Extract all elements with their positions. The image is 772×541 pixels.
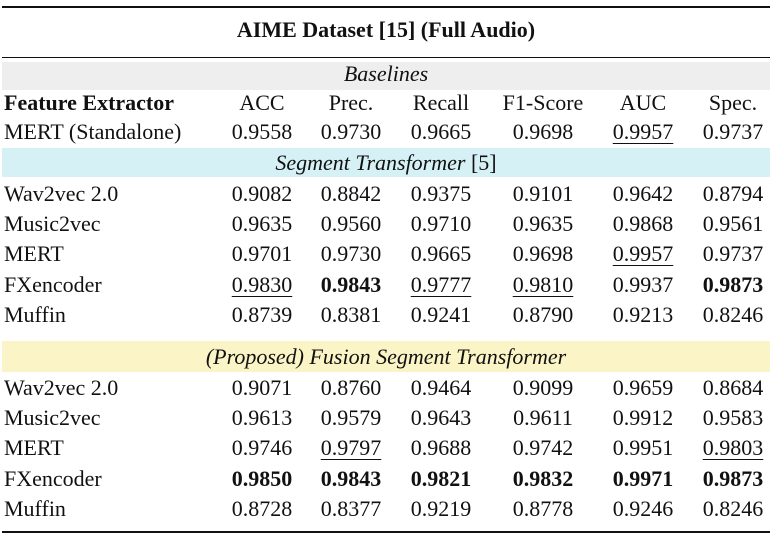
header-auc: AUC [619, 90, 667, 115]
baseline-row-0-cell-prec: 0.9730 [320, 119, 382, 144]
proposed-row-2-cell-prec: 0.9797 [320, 435, 382, 460]
segment-row-0-cell-f1-score: 0.9101 [512, 181, 574, 206]
proposed-row-3-cell-acc: 0.9850 [231, 466, 293, 491]
header-precision: Prec. [328, 90, 374, 115]
proposed-row-1-cell-acc: 0.9613 [231, 405, 293, 430]
proposed-row-1-cell-spec: 0.9583 [702, 405, 764, 430]
header-feature-extractor: Feature Extractor [4, 90, 175, 115]
proposed-row-4-cell-recall: 0.9219 [410, 496, 472, 521]
proposed-row-0-cell-spec: 0.8684 [702, 375, 764, 400]
segment-row-1-cell-recall: 0.9710 [410, 211, 472, 236]
proposed-row-2-cell-auc: 0.9951 [612, 435, 674, 460]
header-specificity: Spec. [708, 90, 758, 115]
proposed-row-4-cell-acc: 0.8728 [231, 496, 293, 521]
baseline-row-0-cell-f1-score: 0.9698 [512, 119, 574, 144]
proposed-row-2-name: MERT [4, 435, 64, 460]
segment-row-2-cell-f1-score: 0.9698 [512, 241, 574, 266]
baseline-row-0-name: MERT (Standalone) [4, 119, 182, 144]
proposed-row-2-cell-acc: 0.9746 [231, 435, 293, 460]
segment-row-1-cell-acc: 0.9635 [231, 211, 293, 236]
proposed-row-3-cell-prec: 0.9843 [320, 466, 382, 491]
segment-row-4-cell-f1-score: 0.8790 [512, 302, 574, 327]
segment-row-3-cell-prec: 0.9843 [320, 272, 382, 297]
segment-row-2-name: MERT [4, 241, 64, 266]
proposed-row-4-cell-auc: 0.9246 [612, 496, 674, 521]
segment-row-0-cell-recall: 0.9375 [410, 181, 472, 206]
title-rule [2, 57, 770, 58]
proposed-row-1-cell-recall: 0.9643 [410, 405, 472, 430]
segment-row-1-cell-spec: 0.9561 [702, 211, 764, 236]
segment-row-4-name: Muffin [4, 302, 66, 327]
proposed-row-3-cell-spec: 0.9873 [702, 466, 764, 491]
segment-row-3-cell-acc: 0.9830 [231, 272, 293, 297]
segment-row-4-cell-spec: 0.8246 [702, 302, 764, 327]
segment-row-2-cell-recall: 0.9665 [410, 241, 472, 266]
baseline-row-0-cell-acc: 0.9558 [231, 119, 293, 144]
baseline-row-0-cell-spec: 0.9737 [702, 119, 764, 144]
segment-row-0-name: Wav2vec 2.0 [4, 181, 119, 206]
segment-row-1-name: Music2vec [4, 211, 101, 236]
segment-row-2-cell-acc: 0.9701 [231, 241, 293, 266]
proposed-row-4-cell-spec: 0.8246 [702, 496, 764, 521]
section-label-proposed: (Proposed) Fusion Segment Transformer [206, 344, 566, 370]
segment-row-1-cell-prec: 0.9560 [320, 211, 382, 236]
segment-transformer-ref: [5] [465, 150, 497, 175]
proposed-row-0-cell-f1-score: 0.9099 [512, 375, 574, 400]
proposed-row-1-cell-f1-score: 0.9611 [513, 405, 573, 430]
baselines-band [2, 62, 770, 90]
segment-row-4-cell-auc: 0.9213 [612, 302, 674, 327]
proposed-row-3-cell-auc: 0.9971 [612, 466, 674, 491]
bottom-rule [2, 531, 770, 533]
segment-row-3-cell-recall: 0.9777 [410, 272, 472, 297]
section-label-baselines: Baselines [343, 61, 429, 86]
proposed-row-0-cell-acc: 0.9071 [231, 375, 293, 400]
segment-row-2-cell-auc: 0.9957 [612, 241, 674, 266]
header-f1-score: F1-Score [502, 90, 584, 115]
segment-row-3-name: FXencoder [4, 272, 102, 297]
segment-row-4-cell-prec: 0.8381 [320, 302, 382, 327]
segment-row-3-cell-auc: 0.9937 [612, 272, 674, 297]
segment-row-3-cell-spec: 0.9873 [702, 272, 764, 297]
table-title: AIME Dataset [15] (Full Audio) [236, 17, 536, 42]
proposed-row-0-cell-recall: 0.9464 [410, 375, 472, 400]
segment-row-0-cell-acc: 0.9082 [231, 181, 293, 206]
segment-row-2-cell-spec: 0.9737 [702, 241, 764, 266]
proposed-row-2-cell-recall: 0.9688 [410, 435, 472, 460]
proposed-row-3-cell-recall: 0.9821 [410, 466, 472, 491]
proposed-row-2-cell-spec: 0.9803 [702, 435, 764, 460]
baseline-row-0-cell-auc: 0.9957 [612, 119, 674, 144]
proposed-row-0-cell-auc: 0.9659 [612, 375, 674, 400]
segment-row-0-cell-spec: 0.8794 [702, 181, 764, 206]
segment-row-1-cell-f1-score: 0.9635 [512, 211, 574, 236]
proposed-name: Fusion Segment Transformer [303, 344, 567, 369]
section-label-segment-transformer: Segment Transformer [5] [275, 150, 496, 176]
proposed-prefix: (Proposed) [205, 344, 304, 369]
top-rule [2, 6, 770, 8]
proposed-row-3-name: FXencoder [4, 466, 102, 491]
proposed-row-0-name: Wav2vec 2.0 [4, 375, 119, 400]
proposed-row-4-name: Muffin [4, 496, 66, 521]
header-recall: Recall [412, 90, 470, 115]
proposed-row-4-cell-f1-score: 0.8778 [512, 496, 574, 521]
segment-transformer-band [2, 148, 770, 177]
segment-row-1-cell-auc: 0.9868 [612, 211, 674, 236]
segment-row-4-cell-acc: 0.8739 [231, 302, 293, 327]
segment-row-0-cell-auc: 0.9642 [612, 181, 674, 206]
header-acc: ACC [239, 90, 285, 115]
segment-row-3-cell-f1-score: 0.9810 [512, 272, 574, 297]
proposed-row-0-cell-prec: 0.8760 [320, 375, 382, 400]
proposed-row-4-cell-prec: 0.8377 [320, 496, 382, 521]
segment-row-2-cell-prec: 0.9730 [320, 241, 382, 266]
baseline-row-0-cell-recall: 0.9665 [410, 119, 472, 144]
proposed-row-3-cell-f1-score: 0.9832 [512, 466, 574, 491]
proposed-row-1-name: Music2vec [4, 405, 101, 430]
proposed-row-2-cell-f1-score: 0.9742 [512, 435, 574, 460]
segment-row-4-cell-recall: 0.9241 [410, 302, 472, 327]
segment-row-0-cell-prec: 0.8842 [320, 181, 382, 206]
proposed-band [2, 341, 770, 372]
proposed-row-1-cell-prec: 0.9579 [320, 405, 382, 430]
segment-transformer-name: Segment Transformer [275, 150, 466, 175]
proposed-row-1-cell-auc: 0.9912 [612, 405, 674, 430]
